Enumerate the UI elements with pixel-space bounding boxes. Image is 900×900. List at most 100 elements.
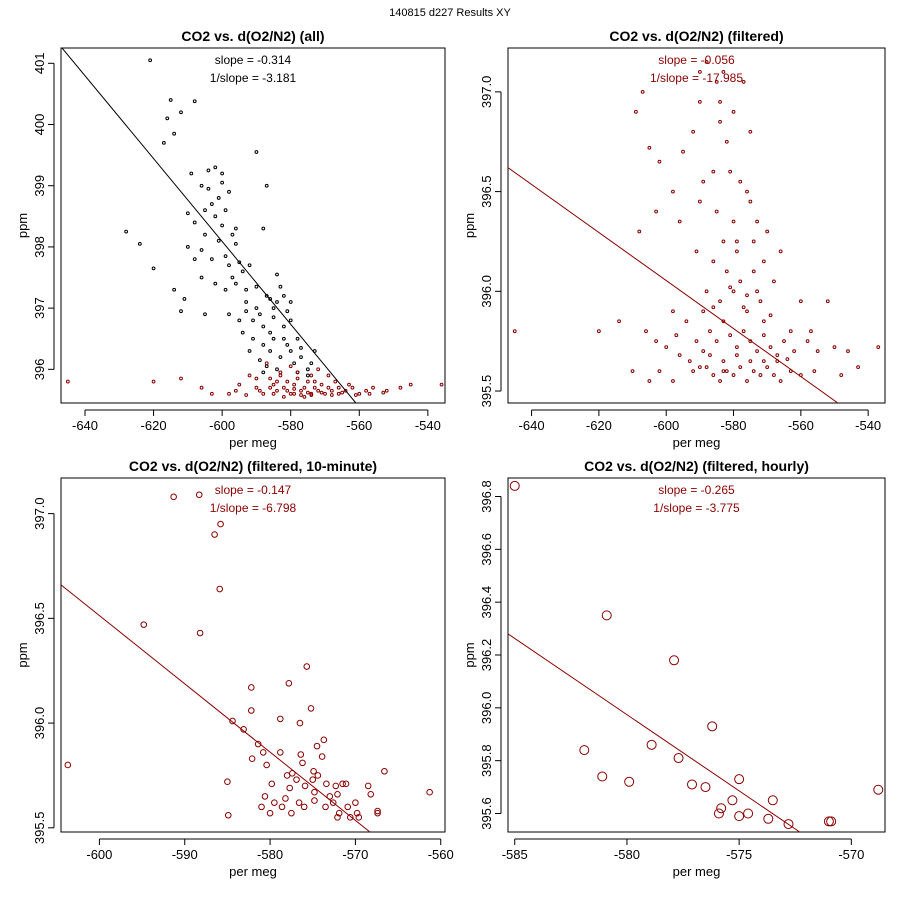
chart-2-point-10-minute xyxy=(381,767,388,775)
chart-0-point-all xyxy=(264,364,269,369)
chart-1-point-filtered xyxy=(734,353,739,358)
chart-0-point-filtered xyxy=(398,385,403,390)
chart-0-point-all xyxy=(124,229,129,234)
chart-1-point-filtered xyxy=(728,285,733,290)
chart-0-point-filtered xyxy=(285,388,290,393)
chart-0-y-tick-label: 398 xyxy=(32,236,47,258)
chart-0-point-filtered xyxy=(340,390,345,395)
chart-1-x-tick-label: -580 xyxy=(721,418,747,433)
chart-2-point-10-minute xyxy=(300,803,308,811)
chart-2-point-10-minute xyxy=(254,740,262,748)
chart-2-point-10-minute xyxy=(310,767,317,775)
chart-1-point-filtered xyxy=(728,169,733,174)
chart-0-point-filtered xyxy=(233,388,238,393)
chart-2-point-10-minute xyxy=(196,629,204,637)
chart-1-point-filtered xyxy=(748,359,753,364)
chart-1-point-filtered xyxy=(782,339,786,344)
chart-1-point-filtered xyxy=(765,229,770,234)
chart-0-point-all xyxy=(223,254,228,259)
chart-1-data-marks xyxy=(512,60,881,383)
chart-0-point-filtered xyxy=(292,382,297,387)
chart-0-point-filtered xyxy=(302,394,307,399)
chart-0-point-all xyxy=(182,297,187,301)
chart-0-point-filtered xyxy=(244,393,249,397)
chart-2-point-10-minute xyxy=(326,793,334,800)
chart-0-point-filtered xyxy=(336,391,341,396)
chart-1-point-filtered xyxy=(697,99,702,104)
chart-0-data-marks xyxy=(65,58,444,399)
chart-1-point-filtered xyxy=(761,319,766,324)
chart-1-x-tick-label: -620 xyxy=(586,418,612,433)
chart-2-point-10-minute xyxy=(344,803,352,811)
chart-1-point-filtered xyxy=(630,369,635,373)
chart-0-point-filtered xyxy=(268,385,273,390)
chart-2-point-10-minute xyxy=(268,780,276,788)
chart-2-point-10-minute xyxy=(64,761,72,769)
chart-2-point-10-minute xyxy=(332,782,340,790)
chart-1-y-tick-label: 396.0 xyxy=(479,275,494,308)
chart-1-point-filtered xyxy=(657,159,662,164)
chart-0-point-all xyxy=(305,373,310,378)
chart-1-point-filtered xyxy=(647,379,652,383)
chart-2-point-10-minute xyxy=(195,491,203,499)
chart-3-point-hourly xyxy=(579,745,590,756)
chart-1-point-filtered xyxy=(654,209,659,214)
chart-0-point-filtered xyxy=(209,391,214,396)
chart-0-point-all xyxy=(275,272,279,277)
chart-0-point-filtered xyxy=(329,388,334,393)
chart-1-point-filtered xyxy=(809,329,813,334)
chart-2-point-10-minute xyxy=(301,782,309,790)
chart-1-point-filtered xyxy=(741,329,746,334)
chart-0-point-all xyxy=(268,349,273,353)
chart-1-point-filtered xyxy=(778,249,783,254)
chart-1-point-filtered xyxy=(674,333,679,338)
chart-0-point-all xyxy=(213,281,218,286)
chart-0-point-all xyxy=(244,287,249,292)
chart-1-point-filtered xyxy=(755,349,759,354)
chart-0-point-all xyxy=(268,330,273,335)
chart-2-point-10-minute xyxy=(313,742,321,750)
chart-0-point-all xyxy=(264,183,269,188)
chart-1-y-tick-label: 397.0 xyxy=(479,76,494,109)
chart-0-point-filtered xyxy=(199,385,204,390)
chart-0-point-filtered xyxy=(326,373,331,378)
chart-2-point-10-minute xyxy=(140,621,148,628)
chart-3-annotation-inverse-slope: 1/slope = -3.775 xyxy=(653,501,740,515)
chart-2-point-10-minute xyxy=(311,788,318,796)
chart-0-point-filtered xyxy=(179,376,183,381)
chart-0-point-all xyxy=(213,214,218,219)
chart-2-x-tick-label: -580 xyxy=(257,847,283,862)
chart-0-point-all xyxy=(209,257,214,262)
chart-0-point-filtered xyxy=(316,388,321,393)
chart-0-point-all xyxy=(199,248,204,252)
chart-2-x-tick-label: -570 xyxy=(342,847,368,862)
chart-0-point-all xyxy=(309,361,314,366)
chart-1-point-filtered xyxy=(677,353,682,358)
chart-1-fit-line xyxy=(508,167,839,403)
chart-1-point-filtered xyxy=(701,179,706,184)
chart-0-point-all xyxy=(137,241,142,246)
chart-0-point-all xyxy=(192,99,197,104)
chart-0-point-filtered xyxy=(309,373,314,378)
chart-1-point-filtered xyxy=(721,319,726,324)
chart-0-point-all xyxy=(288,300,293,304)
chart-0-point-filtered xyxy=(281,385,286,390)
chart-0-point-all xyxy=(223,287,228,292)
chart-0-point-all xyxy=(203,208,207,213)
chart-0-point-all xyxy=(209,202,214,206)
chart-3-x-tick-label: -585 xyxy=(502,847,528,862)
chart-1-point-filtered xyxy=(654,339,659,344)
chart-0-point-filtered xyxy=(227,391,231,396)
chart-2-point-10-minute xyxy=(299,759,306,767)
chart-0-point-all xyxy=(261,370,266,375)
chart-1-point-filtered xyxy=(691,129,696,134)
chart-0-point-filtered xyxy=(357,391,362,396)
panel-all: CO2 vs. d(O2/N2) (all) -640 -620 -600 -580 -5… xyxy=(15,28,446,450)
chart-0-point-filtered xyxy=(261,391,266,396)
chart-0-point-all xyxy=(271,315,276,320)
chart-0-point-all xyxy=(247,349,252,353)
chart-0-point-filtered xyxy=(381,390,386,395)
chart-1-x-tick-label: -640 xyxy=(519,418,545,433)
chart-0-point-all xyxy=(227,312,231,317)
chart-1-point-filtered xyxy=(708,353,712,358)
